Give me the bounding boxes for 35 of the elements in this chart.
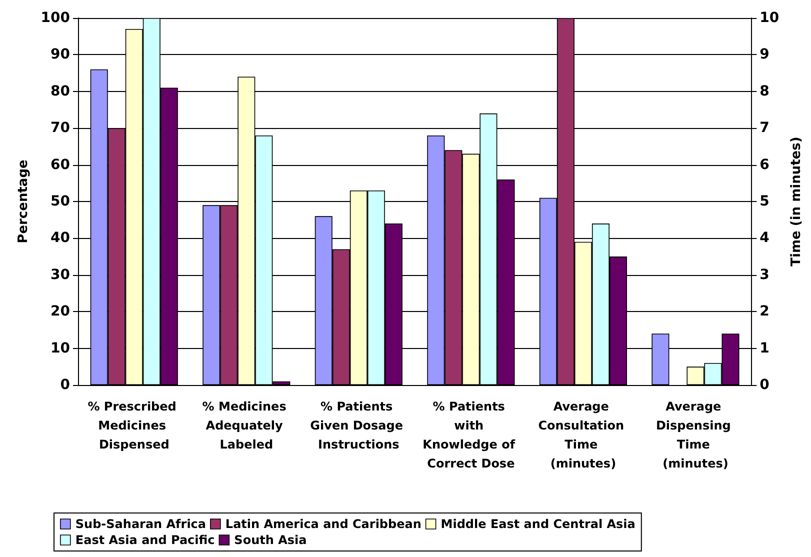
y2-tick-label: 9 (760, 46, 770, 63)
y-tick-label: 30 (50, 266, 70, 283)
y-tick-label: 80 (50, 83, 70, 100)
legend-label: Sub-Saharan Africa (75, 517, 206, 531)
y-tick-label: 100 (40, 10, 70, 26)
legend-label: South Asia (234, 533, 307, 547)
legend-label: East Asia and Pacific (75, 533, 215, 547)
x-tick-label: % Patients Given Dosage Instructions (310, 400, 408, 452)
y2-tick-label: 4 (760, 230, 770, 246)
legend-label: Middle East and Central Asia (440, 517, 636, 531)
x-tick-label: Average Dispensing Time (minutes) (656, 400, 736, 470)
y-axis-title: Percentage (16, 160, 31, 244)
y2-tick-label: 5 (760, 194, 770, 210)
y2-tick-label: 1 (760, 340, 770, 356)
y2-tick-label: 8 (760, 83, 770, 100)
x-tick-label: Average Consultation Time (minutes) (538, 400, 628, 470)
y-tick-label: 40 (50, 230, 70, 246)
y-tick-label: 50 (50, 194, 70, 210)
y-tick-label: 20 (50, 304, 70, 320)
y2-tick-label: 7 (760, 120, 770, 136)
y2-tick-label: 10 (760, 10, 780, 26)
y-tick-label: 60 (50, 156, 70, 173)
y-tick-label: 70 (50, 120, 70, 136)
x-tick-label: % Patients with Knowledge of Correct Dose (422, 400, 520, 470)
y2-tick-label: 2 (760, 304, 770, 320)
y2-tick-label: 6 (760, 156, 770, 173)
y2-tick-label: 3 (760, 266, 770, 283)
legend-label: Latin America and Caribbean (225, 517, 422, 531)
x-tick-label: % Medicines Adequately Labeled (202, 400, 291, 452)
y-tick-label: 10 (50, 340, 70, 356)
y2-tick-label: 0 (760, 377, 770, 393)
x-tick-label: % Prescribed Medicines Dispensed (88, 400, 181, 452)
y-tick-label: 0 (60, 377, 70, 393)
y-tick-label: 90 (50, 46, 70, 63)
y2-axis-title: Time (in minutes) (789, 136, 804, 266)
